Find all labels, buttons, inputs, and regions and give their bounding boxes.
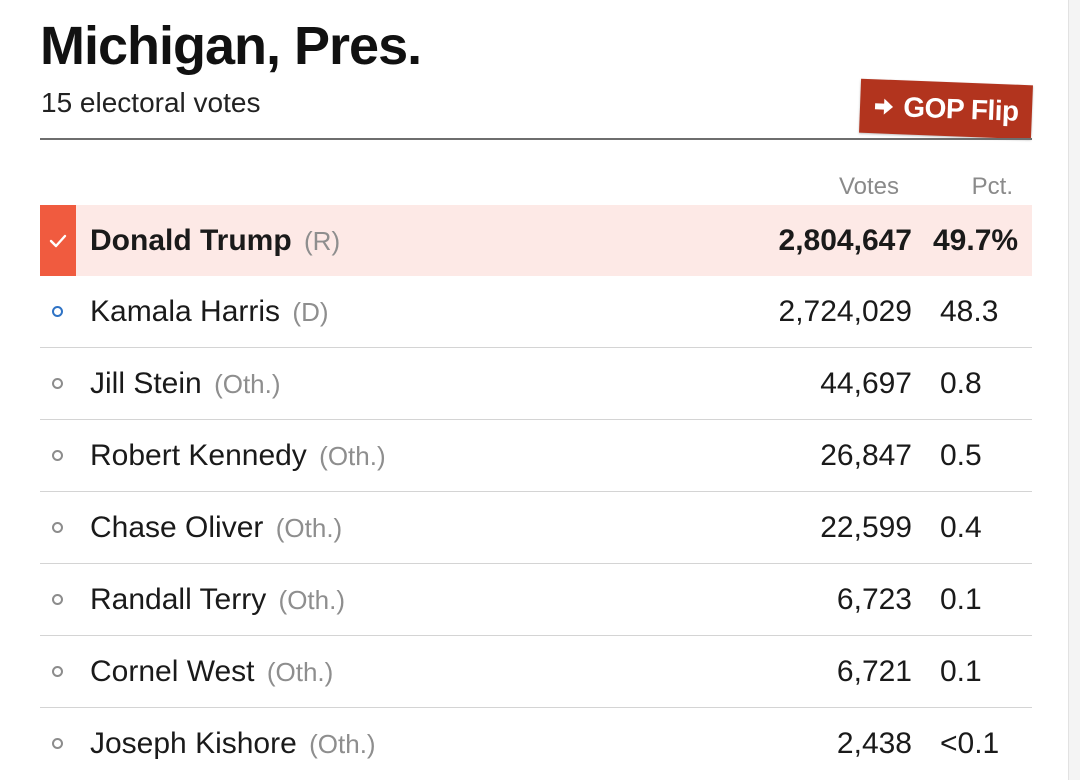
- candidate-party: (Oth.): [319, 441, 386, 471]
- candidate-party: (D): [292, 297, 329, 327]
- arrow-right-icon: [875, 98, 894, 115]
- candidate-votes: 2,724,029: [778, 295, 912, 328]
- flip-label: GOP Flip: [902, 91, 1020, 127]
- candidate-pct: 0.8: [940, 367, 982, 400]
- candidate-pct: 48.3: [940, 295, 999, 328]
- candidate-votes: 2,438: [836, 727, 912, 760]
- candidate-party: (Oth.): [309, 729, 376, 759]
- candidate-name: Robert Kennedy (Oth.): [90, 420, 386, 492]
- table-row-trump: Donald Trump (R) 2,804,647 49.7%: [40, 205, 1032, 276]
- results-table: Donald Trump (R) 2,804,647 49.7% Kamala …: [40, 205, 1032, 780]
- candidate-name-text: Chase Oliver: [90, 511, 264, 544]
- candidate-name-text: Randall Terry: [90, 583, 267, 616]
- candidate-party: (Oth.): [275, 513, 343, 543]
- candidate-name: Jill Stein (Oth.): [90, 348, 281, 420]
- candidate-pct: 0.4: [940, 511, 982, 544]
- other-dot-icon: [52, 522, 63, 533]
- header-divider: [40, 138, 1032, 140]
- table-row-kennedy: Robert Kennedy (Oth.) 26,847 0.5: [40, 420, 1032, 492]
- checkmark-icon: [49, 234, 67, 247]
- other-dot-icon: [52, 450, 63, 461]
- table-row-terry: Randall Terry (Oth.) 6,723 0.1: [40, 564, 1032, 636]
- race-title: Michigan, Pres.: [40, 16, 422, 76]
- candidate-pct: 0.1: [940, 583, 982, 616]
- candidate-party: (Oth.): [214, 369, 281, 399]
- table-row-harris: Kamala Harris (D) 2,724,029 48.3: [40, 276, 1032, 348]
- gop-flip-badge: GOP Flip: [859, 78, 1033, 140]
- other-dot-icon: [52, 666, 63, 677]
- candidate-name: Chase Oliver (Oth.): [90, 492, 342, 564]
- other-dot-icon: [52, 378, 63, 389]
- other-dot-icon: [52, 594, 63, 605]
- other-dot-icon: [52, 738, 63, 749]
- candidate-name-text: Donald Trump: [90, 224, 292, 257]
- winner-check-icon: [40, 205, 76, 276]
- candidate-votes: 6,721: [836, 655, 912, 688]
- dem-dot-icon: [52, 306, 63, 317]
- candidate-party: (Oth.): [266, 657, 334, 687]
- candidate-name: Joseph Kishore (Oth.): [90, 708, 376, 780]
- candidate-name: Donald Trump (R): [90, 205, 340, 276]
- table-row-west: Cornel West (Oth.) 6,721 0.1: [40, 636, 1032, 708]
- candidate-name-text: Jill Stein: [90, 367, 202, 400]
- candidate-party: (R): [304, 226, 341, 256]
- table-row-kishore: Joseph Kishore (Oth.) 2,438 <0.1: [40, 708, 1032, 780]
- candidate-name-text: Kamala Harris: [90, 295, 281, 328]
- candidate-name: Cornel West (Oth.): [90, 636, 333, 708]
- candidate-votes: 26,847: [820, 439, 912, 472]
- candidate-votes: 6,723: [836, 583, 912, 616]
- electoral-votes: 15 electoral votes: [41, 87, 261, 118]
- candidate-votes: 2,804,647: [778, 224, 912, 257]
- candidate-name-text: Robert Kennedy: [90, 439, 307, 472]
- candidate-votes: 44,697: [820, 367, 912, 400]
- candidate-name: Randall Terry (Oth.): [90, 564, 345, 636]
- table-row-stein: Jill Stein (Oth.) 44,697 0.8: [40, 348, 1032, 420]
- candidate-name-text: Cornel West: [90, 655, 255, 688]
- candidate-name-text: Joseph Kishore: [90, 727, 297, 760]
- votes-column-header: Votes: [838, 173, 899, 200]
- table-row-oliver: Chase Oliver (Oth.) 22,599 0.4: [40, 492, 1032, 564]
- candidate-votes: 22,599: [820, 511, 912, 544]
- pct-column-header: Pct.: [971, 173, 1013, 200]
- candidate-pct: 0.5: [940, 439, 982, 472]
- candidate-name: Kamala Harris (D): [90, 276, 329, 348]
- candidate-pct: 0.1: [940, 655, 982, 688]
- candidate-party: (Oth.): [278, 585, 345, 615]
- candidate-pct: <0.1: [940, 727, 1000, 760]
- candidate-pct: 49.7%: [933, 224, 1019, 257]
